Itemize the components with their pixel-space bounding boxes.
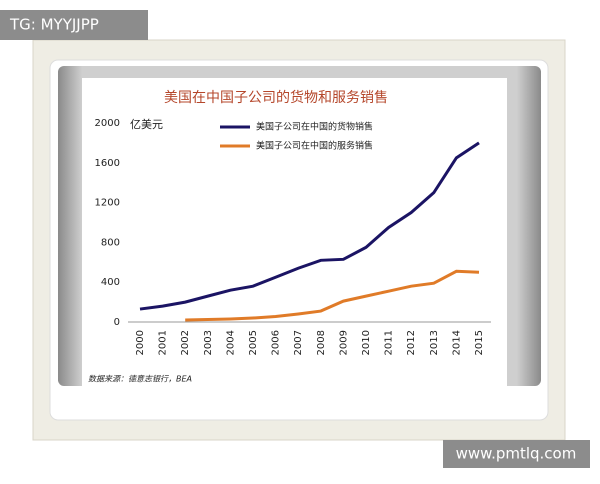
- x-tick-label: 2002: [180, 330, 191, 355]
- chart-title: 美国在中国子公司的货物和服务销售: [164, 89, 388, 106]
- legend-label: 美国子公司在中国的服务销售: [256, 140, 373, 152]
- y-axis-label: 亿美元: [130, 118, 163, 131]
- watermark-box: [0, 10, 148, 40]
- x-tick-label: 2014: [451, 330, 462, 355]
- x-tick-label: 2003: [203, 330, 214, 355]
- x-tick-label: 2008: [316, 330, 327, 355]
- x-tick-label: 2009: [338, 330, 349, 355]
- y-tick-label: 400: [101, 277, 120, 288]
- x-tick-label: 2006: [271, 330, 282, 355]
- legend-label: 美国子公司在中国的货物销售: [256, 121, 373, 133]
- y-tick-label: 0: [114, 317, 120, 328]
- x-tick-label: 2015: [474, 330, 485, 355]
- x-tick-label: 2004: [225, 330, 236, 355]
- chart-area: [82, 78, 507, 386]
- line: [139, 141, 480, 311]
- watermark-box: [443, 440, 590, 468]
- x-tick-label: 2013: [429, 330, 440, 355]
- x-tick-label: 2001: [158, 330, 169, 355]
- x-tick-label: 2000: [135, 330, 146, 355]
- x-tick-label: 2005: [248, 330, 259, 355]
- y-tick-label: 800: [101, 237, 120, 248]
- x-tick-label: 2010: [361, 330, 372, 355]
- x-tick-label: 2011: [384, 330, 395, 355]
- y-tick-label: 2000: [95, 118, 120, 129]
- watermark: TG: MYYJJPP: [9, 16, 99, 34]
- line: [185, 269, 480, 322]
- x-tick-label: 2012: [406, 330, 417, 355]
- y-tick-label: 1200: [95, 198, 120, 209]
- x-tick-label: 2007: [293, 330, 304, 355]
- y-tick-label: 1600: [95, 158, 120, 169]
- source-note: 数据来源：德意志银行，BEA: [88, 375, 192, 384]
- watermark: www.pmtlq.com: [456, 445, 577, 463]
